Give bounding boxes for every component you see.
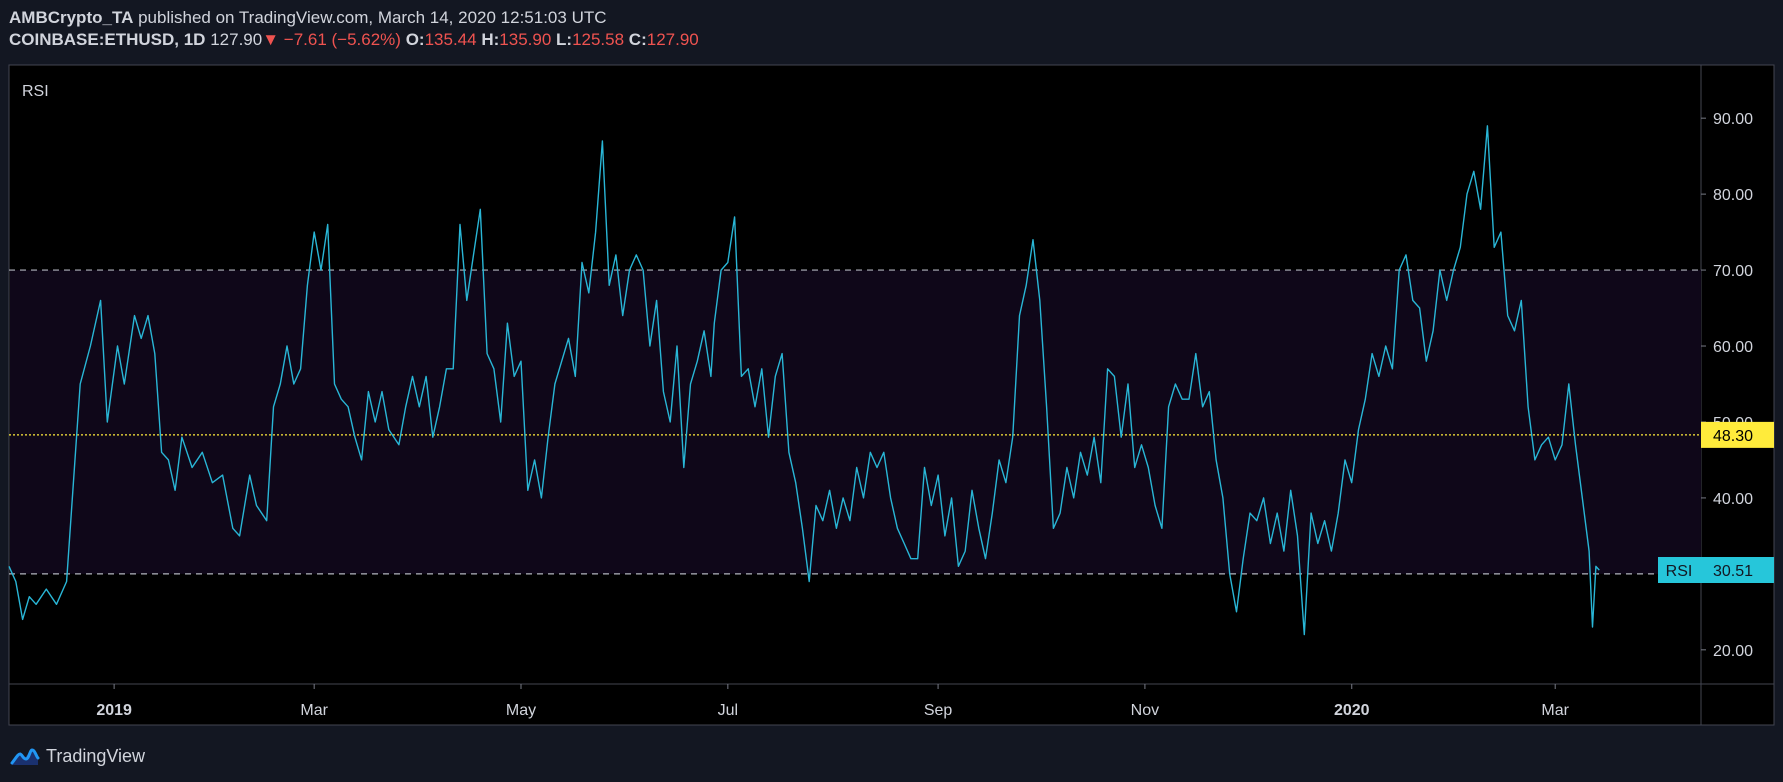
- x-tick-label: Sep: [924, 702, 953, 719]
- close-value: 127.90: [646, 30, 699, 49]
- price-change: −7.61 (−5.62%): [283, 30, 401, 49]
- y-tick-label: 90.00: [1713, 111, 1753, 128]
- last-price: 127.90: [210, 30, 263, 49]
- y-tick-label: 20.00: [1713, 643, 1753, 660]
- rsi-band: [10, 270, 1701, 574]
- low-value: 125.58: [572, 30, 625, 49]
- current-value-badge: [1701, 556, 1774, 583]
- current-tag-label: RSI: [1666, 563, 1693, 580]
- x-tick-label: Jul: [718, 702, 738, 719]
- current-tag-badge: [1658, 556, 1701, 583]
- down-triangle-icon: ▼: [262, 30, 280, 49]
- current-value-label: 30.51: [1713, 563, 1753, 580]
- x-tick-label: Mar: [1541, 702, 1569, 719]
- y-tick-label: 40.00: [1713, 491, 1753, 508]
- time-axis[interactable]: 2019 Mar May Jul Sep Nov 2020 Mar: [96, 684, 1570, 719]
- close-label: C:: [628, 30, 647, 49]
- rsi-series: [8, 125, 1600, 636]
- low-label: L:: [556, 30, 573, 49]
- open-value: 135.44: [424, 30, 477, 49]
- y-tick-label: 70.00: [1713, 263, 1753, 280]
- axis-value-labels: 48.30 RSI 30.51: [1658, 421, 1774, 583]
- x-tick-label: Nov: [1131, 702, 1159, 719]
- high-value: 135.90: [499, 30, 552, 49]
- pane-title[interactable]: RSI: [22, 83, 49, 100]
- rsi-levels: [9, 269, 1701, 575]
- publish-info: AMBCrypto_TA published on TradingView.co…: [9, 7, 699, 29]
- tradingview-logo-icon: [10, 748, 40, 765]
- rsi-line: [8, 125, 1600, 636]
- y-tick-label: 80.00: [1713, 187, 1753, 204]
- x-tick-label: 2019: [96, 702, 132, 719]
- ma-value-label: 48.30: [1713, 428, 1753, 445]
- chart-header: AMBCrypto_TA published on TradingView.co…: [9, 7, 699, 51]
- x-tick-label: 2020: [1334, 702, 1370, 719]
- open-label: O:: [405, 30, 425, 49]
- rsi-band-fill: [10, 270, 1701, 574]
- brand-name[interactable]: TradingView: [46, 745, 146, 766]
- symbol-label[interactable]: COINBASE:ETHUSD, 1D: [9, 30, 206, 49]
- ohlc-legend: COINBASE:ETHUSD, 1D 127.90▼ −7.61 (−5.62…: [9, 29, 699, 51]
- y-tick-label: 60.00: [1713, 339, 1753, 356]
- author-name[interactable]: AMBCrypto_TA: [9, 8, 134, 27]
- x-tick-label: Mar: [300, 702, 328, 719]
- x-tick-label: May: [506, 702, 536, 719]
- high-label: H:: [481, 30, 500, 49]
- ma-value-badge: [1701, 421, 1774, 448]
- published-text: published on TradingView.com, March 14, …: [138, 8, 607, 27]
- footer: TradingView: [10, 744, 145, 768]
